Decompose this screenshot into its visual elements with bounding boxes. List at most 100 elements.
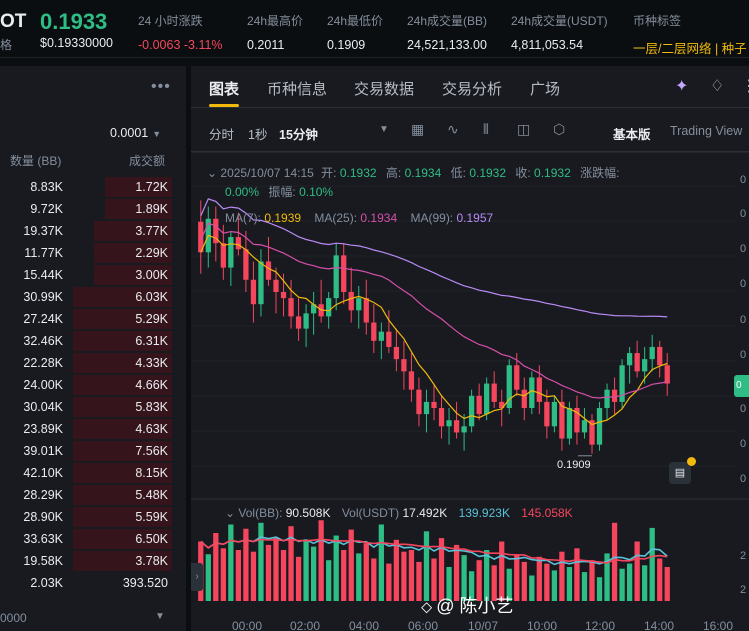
row-amount: 11.77K: [24, 246, 63, 260]
more-icon[interactable]: ⋮: [741, 78, 749, 95]
basic-view-button[interactable]: 基本版: [613, 128, 651, 142]
depth-bar: [94, 221, 172, 241]
order-book-row[interactable]: 24.00K 4.66K: [0, 374, 186, 396]
square-logo-icon: ⬦: [421, 599, 433, 616]
dropdown-caret-icon[interactable]: ▼: [379, 124, 389, 135]
order-book-row[interactable]: 28.90K 5.59K: [0, 506, 186, 528]
stat-label: 币种标签: [633, 14, 682, 28]
vol-usdt-label: Vol(USDT): [341, 506, 400, 520]
x-tick: 06:00: [408, 619, 439, 631]
order-book-row[interactable]: 27.24K 5.29K: [0, 308, 186, 330]
candle-type-icon[interactable]: ⫴: [483, 121, 489, 137]
layout-icon[interactable]: ◫: [517, 121, 531, 137]
candle-body: [664, 365, 670, 384]
order-book-row[interactable]: 9.72K 1.89K: [0, 198, 186, 220]
row-amount: 39.01K: [23, 444, 63, 458]
row-amount: 28.29K: [23, 488, 63, 502]
volume-bar: [529, 575, 535, 601]
indicator-toggle-button[interactable]: ▤: [669, 462, 691, 484]
tab-trade-analysis[interactable]: 交易分析: [442, 81, 503, 98]
more-dots-icon[interactable]: •••: [151, 78, 171, 95]
order-book-row[interactable]: 22.28K 4.33K: [0, 352, 186, 374]
y-tick: 0: [740, 349, 747, 361]
stat-value[interactable]: 一层/二层网络 | 种子: [633, 42, 747, 56]
order-book-row[interactable]: 28.29K 5.48K: [0, 484, 186, 506]
ohlc-info-2: 0.00% 振幅: 0.10%: [225, 183, 339, 200]
volume-bar: [318, 520, 324, 601]
volume-bar: [476, 560, 482, 601]
order-book-row[interactable]: 39.01K 7.56K: [0, 440, 186, 462]
symbol-name[interactable]: OT: [0, 11, 27, 32]
order-book-row[interactable]: 30.04K 5.83K: [0, 396, 186, 418]
order-book: ••• 0.0001 ▼ 数量 (BB) 成交额 8.83K 1.72K 9.72K 1…: [0, 66, 186, 631]
change-label: 涨跌幅:: [580, 166, 620, 180]
volume-bar: [468, 571, 475, 601]
tab-chart[interactable]: 图表: [209, 81, 240, 98]
chevron-down-icon[interactable]: ⌄: [207, 166, 221, 180]
precision-select[interactable]: 0.0001 ▼: [110, 126, 161, 140]
order-book-row[interactable]: 19.37K 3.77K: [0, 220, 186, 242]
row-amount: 19.37K: [23, 224, 63, 238]
order-book-row[interactable]: 11.77K 2.29K: [0, 242, 186, 264]
calendar-icon[interactable]: ▦: [411, 121, 425, 137]
candle-body: [657, 346, 663, 366]
order-book-row[interactable]: 30.99K 6.03K: [0, 286, 186, 308]
depth-bar: [73, 551, 172, 571]
tab-trade-data[interactable]: 交易数据: [354, 81, 415, 98]
volume-bar: [446, 567, 452, 601]
order-book-row[interactable]: 23.89K 4.63K: [0, 418, 186, 440]
chevron-down-icon[interactable]: ⌄: [225, 506, 239, 520]
row-amount: 42.10K: [23, 466, 63, 480]
volume-bar: [551, 570, 558, 601]
y-tick: 0: [740, 438, 747, 450]
bell-icon[interactable]: ♢: [710, 78, 725, 95]
tab-square[interactable]: 广场: [530, 81, 561, 98]
order-book-row[interactable]: 42.10K 8.15K: [0, 462, 186, 484]
settings-hex-icon[interactable]: ⬡: [553, 121, 566, 137]
order-book-row[interactable]: 8.83K 1.72K: [0, 176, 186, 198]
tradingview-button[interactable]: Trading View: [670, 124, 743, 138]
stat-token-tags[interactable]: 币种标签 一层/二层网络 | 种子: [633, 12, 747, 57]
interval-1s[interactable]: 1秒: [248, 128, 268, 142]
row-total: 4.33K: [135, 356, 168, 370]
precision-value: 0.0001: [110, 126, 149, 140]
volume-bar: [611, 522, 618, 601]
volume-bar: [596, 577, 603, 601]
candle-body: [363, 298, 369, 323]
volume-bar: [521, 561, 527, 601]
candle-body: [642, 359, 648, 372]
interval-15m[interactable]: 15分钟: [279, 128, 318, 142]
tab-token-info[interactable]: 币种信息: [267, 81, 328, 98]
row-amount: 9.72K: [30, 202, 63, 216]
volume-bar: [619, 568, 625, 601]
candle-body: [348, 292, 354, 311]
volume-bar: [484, 550, 490, 601]
row-total: 5.83K: [135, 400, 168, 414]
chevron-down-icon[interactable]: ▼: [155, 611, 165, 622]
interval-time[interactable]: 分时: [209, 128, 235, 142]
indicator-icon[interactable]: ∿: [447, 121, 459, 137]
volume-bar: [559, 551, 565, 601]
order-book-row[interactable]: 15.44K 3.00K: [0, 264, 186, 286]
ai-sparkle-icon[interactable]: ✦: [675, 78, 689, 95]
y-tick: 2: [740, 550, 747, 562]
candlestick-chart[interactable]: [191, 66, 749, 631]
stat-value: -0.0063 -3.11%: [138, 38, 223, 52]
candle-body: [574, 408, 580, 433]
order-book-row[interactable]: 33.63K 6.50K: [0, 528, 186, 550]
row-amount: 30.99K: [23, 290, 63, 304]
depth-bar: [105, 199, 172, 219]
x-tick: 12:00: [585, 619, 616, 631]
candle-body: [378, 331, 384, 341]
ma7-line: [200, 234, 668, 426]
low-marker-label: 0.1909: [557, 459, 591, 471]
volume-bar: [408, 550, 415, 601]
order-book-row[interactable]: 32.46K 6.31K: [0, 330, 186, 352]
order-book-row[interactable]: 19.58K 3.78K: [0, 550, 186, 572]
depth-bar: [73, 375, 172, 395]
ma99-label: MA(99):: [410, 211, 454, 225]
row-amount: 33.63K: [23, 532, 63, 546]
collapse-panel-button[interactable]: ›: [191, 563, 203, 591]
low-label: 低:: [450, 166, 466, 180]
order-book-row[interactable]: 2.03K 393.520: [0, 572, 186, 594]
